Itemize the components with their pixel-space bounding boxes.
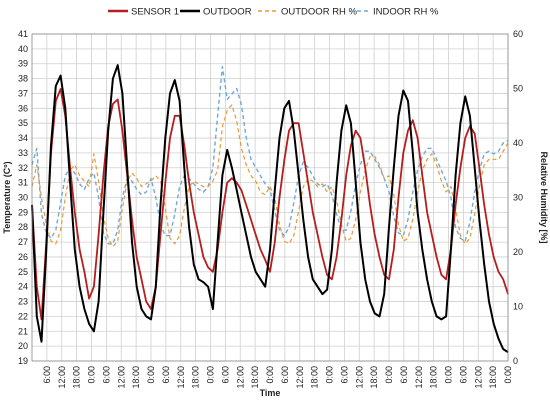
x-tick-label: 12:00 — [176, 366, 186, 389]
legend-label: OUTDOOR — [203, 7, 252, 18]
x-tick-label: 12:00 — [235, 366, 245, 389]
x-tick-label: 0:00 — [503, 366, 513, 384]
x-tick-label: 6:00 — [399, 366, 409, 384]
x-tick-label: 18:00 — [429, 366, 439, 389]
y2-axis-title: Relative Humidity [%] — [539, 151, 549, 243]
y-tick-label: 37 — [18, 88, 28, 98]
x-tick-label: 6:00 — [458, 366, 468, 384]
series-line-outdoor-rh — [31, 104, 509, 248]
y2-tick-label: 40 — [513, 138, 523, 148]
x-tick-label: 6:00 — [220, 366, 230, 384]
y-tick-label: 20 — [18, 341, 28, 351]
x-tick-label: 0:00 — [206, 366, 216, 384]
x-tick-label: 6:00 — [161, 366, 171, 384]
y2-tick-label: 30 — [513, 193, 523, 203]
y-tick-label: 31 — [18, 178, 28, 188]
x-axis-ticks: 6:00 12:00 18:00 0:00 6:00 12:00 18:00 0:00 6:00… — [42, 366, 513, 389]
legend: SENSOR 1 OUTDOOR OUTDOOR RH % INDOOR RH % — [108, 7, 439, 18]
x-tick-label: 18:00 — [250, 366, 260, 389]
plot-frame — [31, 33, 509, 362]
y-tick-label: 38 — [18, 74, 28, 84]
y2-tick-label: 0 — [513, 356, 518, 366]
x-tick-label: 12:00 — [414, 366, 424, 389]
x-tick-label: 6:00 — [42, 366, 52, 384]
y-tick-label: 24 — [18, 282, 28, 292]
y-tick-label: 29 — [18, 207, 28, 217]
legend-label: INDOOR RH % — [373, 7, 439, 18]
x-tick-label: 18:00 — [191, 366, 201, 389]
x-axis-title: Time — [260, 388, 281, 398]
y-tick-label: 25 — [18, 267, 28, 277]
x-tick-label: 12:00 — [354, 366, 364, 389]
y-axis-ticks: 19 20 21 22 23 24 25 26 27 28 29 30 31 32 33 34 35 36 37 38… — [18, 29, 28, 366]
y-tick-label: 30 — [18, 193, 28, 203]
series-lines — [31, 64, 509, 353]
x-tick-label: 18:00 — [310, 366, 320, 389]
x-tick-label: 6:00 — [101, 366, 111, 384]
y2-tick-label: 20 — [513, 247, 523, 257]
x-tick-label: 18:00 — [369, 366, 379, 389]
y-tick-label: 28 — [18, 222, 28, 232]
y2-tick-label: 60 — [513, 29, 523, 39]
legend-label: SENSOR 1 — [131, 7, 179, 18]
y-tick-label: 34 — [18, 133, 28, 143]
y-tick-label: 39 — [18, 59, 28, 69]
x-tick-label: 0:00 — [265, 366, 275, 384]
y-tick-label: 41 — [18, 29, 28, 39]
y-tick-label: 23 — [18, 297, 28, 307]
y-tick-label: 33 — [18, 148, 28, 158]
series-line-indoor-rh — [31, 65, 509, 245]
y-tick-label: 40 — [18, 44, 28, 54]
legend-label: OUTDOOR RH % — [281, 7, 358, 18]
x-tick-label: 12:00 — [473, 366, 483, 389]
x-tick-label: 0:00 — [444, 366, 454, 384]
x-tick-label: 12:00 — [57, 366, 67, 389]
x-tick-label: 18:00 — [72, 366, 82, 389]
y2-tick-label: 10 — [513, 302, 523, 312]
y-tick-label: 21 — [18, 326, 28, 336]
x-tick-label: 0:00 — [325, 366, 335, 384]
y-tick-label: 26 — [18, 252, 28, 262]
x-tick-label: 12:00 — [295, 366, 305, 389]
y-tick-label: 35 — [18, 118, 28, 128]
series-line-sensor-1 — [31, 88, 509, 321]
y-tick-label: 36 — [18, 103, 28, 113]
x-tick-label: 0:00 — [87, 366, 97, 384]
x-tick-label: 6:00 — [339, 366, 349, 384]
y2-axis-ticks: 0 10 20 30 40 50 60 — [513, 29, 523, 366]
y-axis-title: Temperature (Cº) — [2, 161, 12, 233]
y-tick-label: 27 — [18, 237, 28, 247]
y-tick-label: 22 — [18, 311, 28, 321]
y-tick-label: 32 — [18, 163, 28, 173]
series-line-outdoor — [31, 64, 509, 353]
x-tick-label: 0:00 — [384, 366, 394, 384]
x-tick-label: 18:00 — [488, 366, 498, 389]
x-tick-label: 12:00 — [116, 366, 126, 389]
y-tick-label: 19 — [18, 356, 28, 366]
x-tick-label: 18:00 — [131, 366, 141, 389]
x-tick-label: 6:00 — [280, 366, 290, 384]
x-tick-label: 0:00 — [146, 366, 156, 384]
y2-tick-label: 50 — [513, 84, 523, 94]
